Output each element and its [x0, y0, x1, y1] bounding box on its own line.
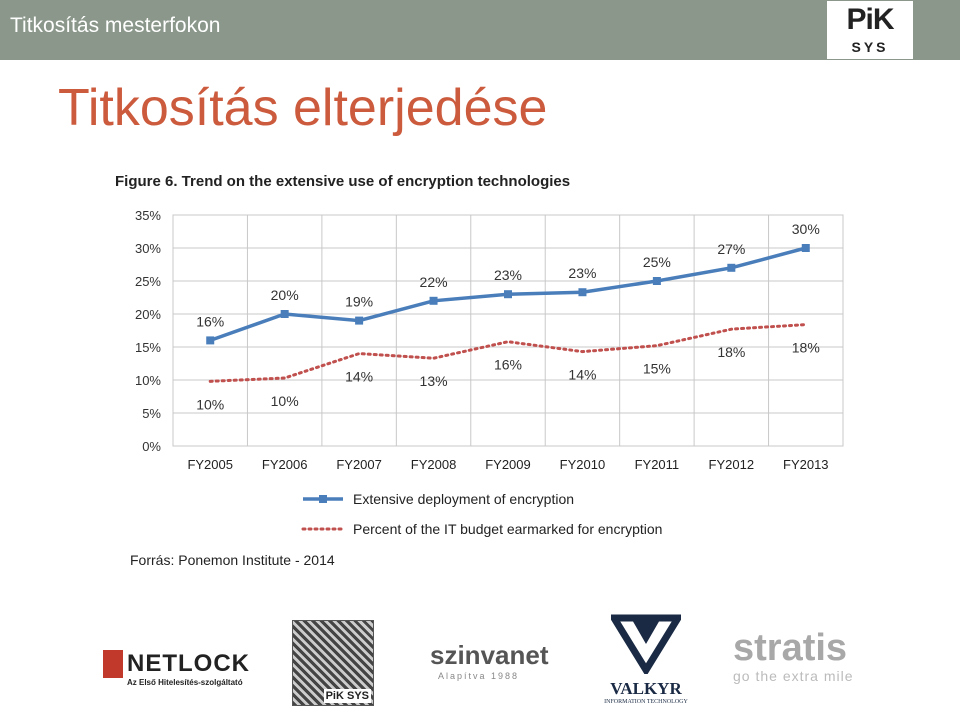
pik-sys-logo: PiK SYS [827, 1, 913, 59]
y-tick-label: 25% [135, 274, 161, 289]
data-point [429, 296, 438, 305]
stratis-logo: stratis go the extra mile [733, 628, 854, 684]
data-label: 30% [792, 221, 820, 237]
valkyr-triangle-icon [607, 614, 685, 677]
szinvanet-logo-sub: Alapítva 1988 [438, 671, 520, 681]
pik-sys-pattern-text: PiK SYS [323, 689, 371, 703]
y-tick-label: 35% [135, 208, 161, 223]
stratis-logo-text: stratis [733, 627, 848, 669]
x-tick-label: FY2008 [411, 457, 457, 472]
top-bar: Titkosítás mesterfokon PiK SYS [0, 0, 960, 60]
x-tick-label: FY2005 [187, 457, 233, 472]
legend-label-deployment: Extensive deployment of encryption [353, 491, 574, 507]
y-tick-label: 0% [142, 439, 161, 454]
netlock-logo-text: NETLOCK [103, 650, 250, 678]
szinvanet-logo: szinvanet Alapítva 1988 [430, 640, 549, 681]
data-label: 23% [568, 265, 596, 281]
y-tick-label: 30% [135, 241, 161, 256]
data-point [206, 336, 215, 345]
source-note: Forrás: Ponemon Institute - 2014 [130, 552, 335, 568]
data-point [727, 263, 736, 272]
data-label: 19% [345, 294, 373, 310]
stratis-logo-sub: go the extra mile [733, 668, 854, 684]
data-label: 10% [271, 393, 299, 409]
data-label: 10% [196, 396, 224, 412]
data-point [280, 310, 289, 318]
data-label: 15% [643, 361, 671, 377]
valkyr-logo: VALKYR INFORMATION TECHNOLOGY [598, 612, 694, 705]
data-label: 16% [494, 357, 522, 373]
szinvanet-logo-text: szinvanet [430, 640, 549, 670]
logo-text: PiK [846, 3, 894, 36]
partner-logos: NETLOCK Az Első Hitelesítés-szolgáltató … [0, 600, 960, 717]
x-tick-label: FY2007 [336, 457, 382, 472]
legend-label-budget: Percent of the IT budget earmarked for e… [353, 521, 662, 537]
y-tick-label: 15% [135, 340, 161, 355]
x-tick-label: FY2006 [262, 457, 308, 472]
data-label: 22% [420, 274, 448, 290]
data-label: 13% [420, 373, 448, 389]
data-label: 18% [717, 344, 745, 360]
pik-sys-pattern-logo: PiK SYS [292, 620, 374, 706]
presentation-title: Titkosítás mesterfokon [10, 14, 221, 37]
data-point [504, 290, 512, 299]
line-chart: Figure 6. Trend on the extensive use of … [115, 173, 844, 537]
data-point [355, 316, 364, 325]
data-label: 20% [271, 287, 299, 303]
x-tick-label: FY2012 [709, 457, 755, 472]
data-label: 25% [643, 254, 671, 270]
valkyr-logo-sub: INFORMATION TECHNOLOGY [604, 699, 688, 705]
data-label: 18% [792, 340, 820, 356]
valkyr-logo-text: VALKYR [610, 679, 682, 698]
data-point [801, 244, 810, 252]
legend-marker-deployment [319, 495, 327, 503]
y-tick-label: 5% [142, 406, 161, 421]
data-label: 27% [717, 241, 745, 257]
x-tick-label: FY2013 [783, 457, 829, 472]
data-label: 14% [568, 367, 596, 383]
x-tick-label: FY2010 [560, 457, 606, 472]
series-line-budget [208, 323, 808, 383]
slide-title: Titkosítás elterjedése [58, 79, 548, 137]
data-point [578, 288, 587, 297]
y-tick-label: 20% [135, 307, 161, 322]
y-tick-label: 10% [135, 373, 161, 388]
netlock-logo: NETLOCK Az Első Hitelesítés-szolgáltató [103, 650, 250, 687]
data-point [652, 277, 661, 285]
data-label: 14% [345, 369, 373, 385]
x-tick-label: FY2009 [485, 457, 531, 472]
data-label: 16% [196, 313, 224, 329]
chart-title: Figure 6. Trend on the extensive use of … [115, 173, 570, 190]
logo-sub: SYS [851, 39, 889, 55]
x-tick-label: FY2011 [635, 457, 680, 472]
netlock-logo-sub: Az Első Hitelesítés-szolgáltató [127, 678, 243, 687]
data-label: 23% [494, 267, 522, 283]
